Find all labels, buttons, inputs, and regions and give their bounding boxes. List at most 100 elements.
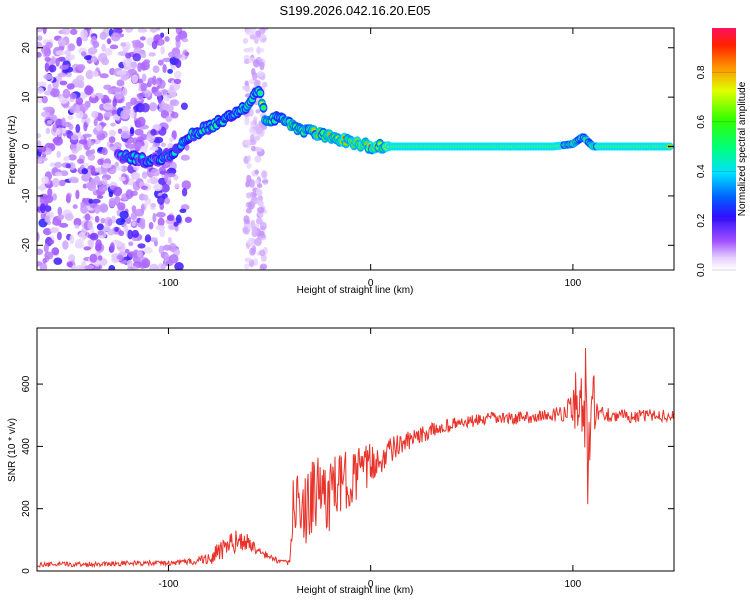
noise-blob [42,258,47,264]
noise-blob [244,257,252,263]
noise-blob [64,213,74,221]
noise-blob [115,240,123,248]
noise-blob [44,205,52,212]
noise-blob [99,31,107,40]
noise-blob [160,142,166,147]
noise-blob [261,179,269,184]
noise-blob [101,43,106,52]
noise-blob [158,245,165,254]
noise-blob [84,55,92,61]
noise-blob [167,68,174,74]
noise-blob [159,228,166,238]
noise-blob [140,36,146,41]
ridge-core [261,106,266,110]
noise-blob [251,226,258,235]
noise-blob [163,94,171,102]
noise-blob [59,222,69,228]
noise-blob [157,59,164,66]
noise-blob [40,183,46,192]
noise-blob [108,265,116,270]
colorbar: 0.0 0.2 0.4 0.6 0.8 Normalized spectral ampl… [696,28,748,277]
noise-blob [112,98,117,107]
snr-y-ticks: 0 200 400 600 [21,375,674,574]
noise-blob [81,51,87,57]
noise-blob [252,71,258,81]
noise-blob [62,88,71,99]
noise-blob [55,50,66,56]
noise-blob [134,141,143,151]
noise-blob [134,128,144,136]
noise-blob [157,95,162,104]
noise-blob [53,257,63,265]
noise-blob [130,171,140,180]
noise-blob [155,225,166,231]
noise-blob [180,154,190,161]
colorbar-tick-label: 0.0 [696,263,707,277]
noise-blob [61,28,71,35]
noise-blob [97,230,105,236]
noise-blob [38,145,47,153]
noise-blob [89,232,99,241]
noise-blob [39,262,48,270]
noise-blob [249,79,255,84]
noise-blob [262,37,267,42]
noise-blob [84,213,91,222]
noise-blob [131,229,139,238]
noise-blob [162,64,167,73]
x-tick-label: 0 [368,579,374,590]
noise-blob [91,198,101,204]
noise-blob [242,85,250,91]
noise-blob [50,114,58,122]
noise-blob [171,130,177,140]
noise-blob [107,218,113,227]
noise-blob [85,181,95,189]
noise-blob [148,222,154,230]
noise-blob [151,40,158,50]
noise-blob [162,244,172,251]
noise-blob [106,38,112,45]
noise-blob [104,47,113,56]
noise-blob [103,102,113,111]
noise-blob [59,170,69,177]
noise-blob [108,136,116,144]
noise-blob [78,232,86,239]
noise-blob [83,121,88,132]
noise-blob [117,51,128,56]
noise-blob [90,56,98,63]
noise-blob [140,52,147,59]
noise-blob [246,162,252,169]
noise-blob [137,62,143,72]
noise-blob [140,145,148,154]
noise-blob [153,91,163,97]
noise-blob [117,202,126,211]
noise-blob [90,166,96,176]
noise-blob [87,47,98,55]
noise-blob [52,219,58,226]
noise-blob [63,121,72,128]
noise-blob [258,230,265,236]
noise-blob [170,64,176,70]
noise-blob [84,85,94,96]
noise-blob [44,251,54,260]
noise-blob [255,126,263,135]
noise-blob [149,263,159,270]
colorbar-tick-label: 0.4 [696,164,707,178]
noise-blob [37,248,44,255]
noise-blob [181,38,189,43]
noise-blob [61,40,67,47]
noise-blob [90,92,96,98]
noise-blob [115,218,125,226]
noise-blob [153,183,163,192]
ridge-core [140,155,145,159]
snr-plot-area [37,347,674,569]
noise-blob [248,138,257,146]
noise-blob [103,84,112,90]
noise-blob [167,172,176,178]
noise-blob [120,130,131,139]
noise-blob [76,142,81,152]
noise-blob [136,116,146,127]
noise-blob [58,179,66,187]
noise-blob [42,106,52,111]
snr-x-label: Height of straight line (km) [297,585,414,596]
